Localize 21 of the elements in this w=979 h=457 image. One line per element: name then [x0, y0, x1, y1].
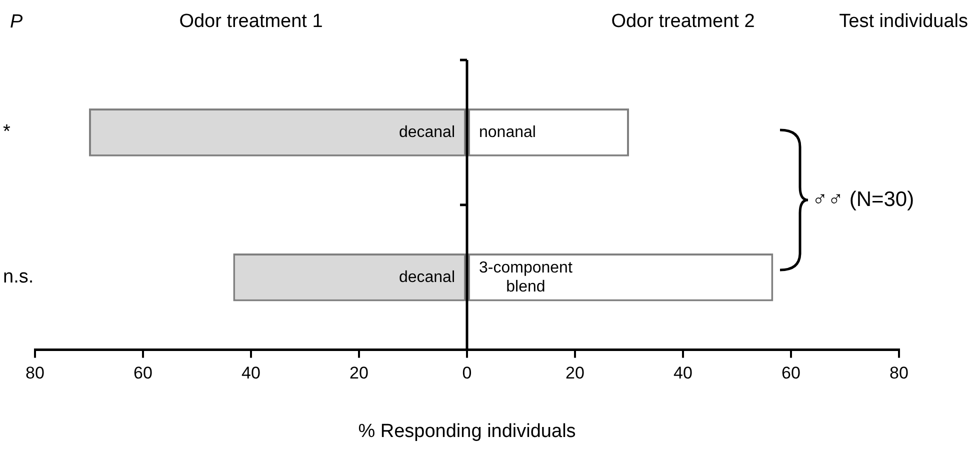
annotation: decanal — [398, 124, 455, 141]
x-tick-label: 20 — [350, 364, 368, 383]
annotation: nonanal — [478, 124, 536, 141]
x-tick-label: 40 — [674, 364, 692, 383]
annotation: decanal — [398, 268, 455, 286]
y-tick-label: n.s. — [3, 266, 34, 288]
text: Odor treatment 1 — [179, 11, 323, 32]
x-tick-label: 60 — [134, 364, 152, 383]
x-tick-label: 20 — [566, 364, 584, 383]
text: P — [10, 11, 23, 32]
x-tick-label: 80 — [890, 364, 908, 383]
x-tick-label: 60 — [782, 364, 800, 383]
text: Test individuals — [839, 11, 968, 32]
x-axis-title: % Responding individuals — [358, 420, 576, 442]
text: Odor treatment 2 — [611, 11, 755, 32]
annotation: 3-component blend — [479, 259, 573, 296]
x-tick-label: 80 — [26, 364, 44, 383]
annotation: ♂♂ (N=30) — [812, 188, 914, 211]
x-tick-label: 0 — [462, 364, 472, 383]
x-tick-label: 40 — [242, 364, 260, 383]
y-tick-label: * — [3, 122, 11, 143]
